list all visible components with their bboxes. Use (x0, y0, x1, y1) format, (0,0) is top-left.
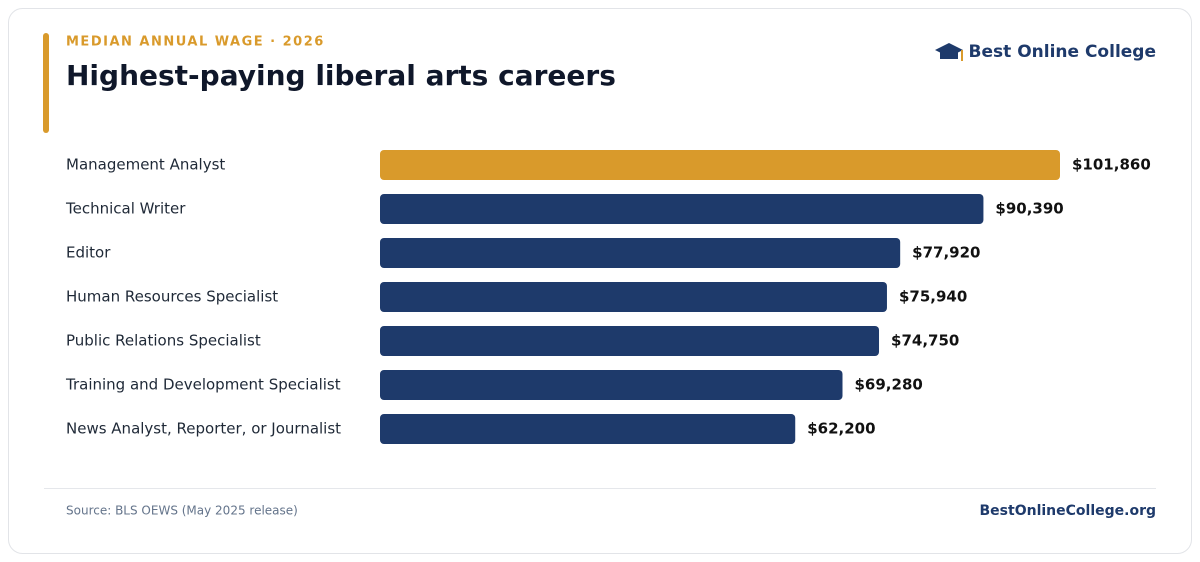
accent-bar (43, 33, 49, 133)
value-label: $90,390 (995, 200, 1063, 218)
bar (380, 414, 796, 444)
brand-logo (935, 43, 963, 61)
bar (380, 326, 880, 356)
site-url: BestOnlineCollege.org (980, 503, 1156, 519)
bar (380, 370, 843, 400)
bar (380, 150, 1060, 180)
value-label: $62,200 (807, 420, 875, 438)
category-label: Human Resources Specialist (66, 288, 278, 306)
value-label: $75,940 (899, 288, 967, 306)
brand-name: Best Online College (969, 42, 1156, 62)
value-label: $101,860 (1072, 156, 1151, 174)
kicker: MEDIAN ANNUAL WAGE · 2026 (66, 35, 325, 50)
category-label: News Analyst, Reporter, or Journalist (66, 420, 341, 438)
value-label: $77,920 (912, 244, 980, 262)
bar (380, 194, 984, 224)
value-label: $69,280 (855, 376, 923, 394)
category-label: Technical Writer (65, 200, 186, 218)
value-label: $74,750 (891, 332, 959, 350)
source-note: Source: BLS OEWS (May 2025 release) (66, 504, 298, 518)
category-label: Editor (66, 244, 111, 262)
chart-title: Highest-paying liberal arts careers (66, 59, 616, 92)
category-label: Management Analyst (66, 156, 225, 174)
bar (380, 282, 887, 312)
category-label: Public Relations Specialist (66, 332, 261, 350)
card (8, 8, 1192, 554)
bar (380, 238, 901, 268)
category-label: Training and Development Specialist (65, 376, 341, 394)
